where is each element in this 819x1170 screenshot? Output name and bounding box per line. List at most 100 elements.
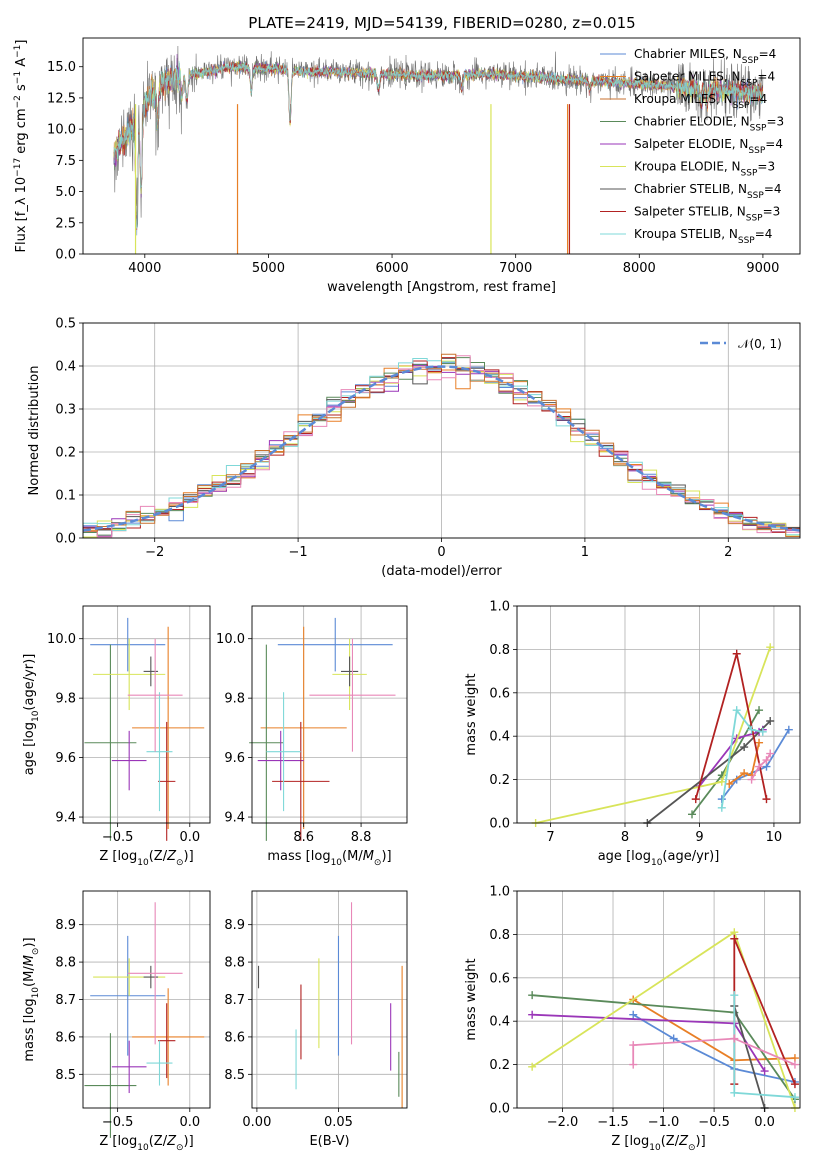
weight-series [750, 753, 771, 781]
y-tick-label: 0.8 [489, 928, 510, 943]
weight-marker [755, 738, 764, 747]
weight-marker [790, 1093, 799, 1102]
x-tick-label: −1.0 [648, 1115, 680, 1130]
y-tick-label: 10.0 [47, 123, 76, 138]
weight-marker [688, 810, 697, 819]
legend-label: Chabrier STELIB, NSSP=4 [634, 182, 782, 201]
y-tick-label: 8.8 [55, 956, 76, 971]
weight-marker [730, 991, 739, 1000]
y-tick-label: 0.0 [489, 1102, 510, 1117]
axes-weight_vs_age: 7 8 9 10 0.0 0.2 0.4 0.6 0.8 1.0 age [log10(age/yr… [464, 600, 801, 868]
x-axis-label: age [log10(age/yr)] [598, 849, 720, 868]
x-axis-label: wavelength [Angstrom, rest frame] [327, 280, 556, 295]
weight-marker [730, 1088, 739, 1097]
x-tick-label: 4000 [128, 261, 161, 276]
legend-label: Kroupa STELIB, NSSP=4 [634, 227, 772, 246]
axes-frame [516, 890, 801, 1109]
y-axis-label: Flux [f_λ 10−17 erg cm−2 s−1 A−1] [13, 40, 29, 253]
axes-frame [251, 605, 408, 824]
y-tick-label: 8.6 [224, 1030, 245, 1045]
x-tick-label: 10 [766, 830, 783, 845]
x-tick-label: 8.8 [351, 830, 372, 845]
weight-series [720, 707, 763, 808]
y-tick-label: 0.3 [55, 403, 76, 418]
weight-marker [717, 795, 726, 804]
residual-histogram [83, 353, 800, 537]
weight-marker [691, 795, 700, 804]
x-tick-label: 0.0 [179, 1115, 200, 1130]
x-tick-label: 1 [581, 545, 589, 560]
y-tick-label: 7.5 [55, 154, 76, 169]
y-tick-label: 8.9 [224, 918, 245, 933]
y-tick-label: 9.4 [55, 811, 76, 826]
weight-marker [629, 1010, 638, 1019]
weight-marker [766, 749, 775, 758]
plot-area-spectrum [113, 45, 764, 254]
axes-frame [82, 322, 801, 539]
x-tick-label: −0.5 [102, 830, 134, 845]
weight-marker [629, 1060, 638, 1069]
y-tick-label: 10.0 [47, 632, 76, 647]
x-axis-label: E(B-V) [309, 1134, 349, 1149]
y-tick-label: 8.7 [224, 993, 245, 1008]
x-tick-label: 8000 [623, 261, 656, 276]
y-tick-label: 9.8 [55, 692, 76, 707]
x-tick-label: 2 [724, 545, 732, 560]
y-tick-label: 0.6 [489, 971, 510, 986]
weight-marker [784, 725, 793, 734]
y-axis-label: mass [log10(M/M⊙)] [22, 937, 41, 1061]
x-tick-label: −2 [145, 545, 164, 560]
weight-marker [755, 762, 764, 771]
legend-label: Chabrier ELODIE, NSSP=3 [634, 115, 784, 134]
y-axis-label: mass weight [464, 673, 479, 755]
y-axis-label: age [log10(age/yr)] [22, 654, 41, 776]
gaussian-curve [82, 365, 801, 532]
y-tick-label: 8.5 [55, 1068, 76, 1083]
weight-marker [730, 934, 739, 943]
plot-area-weight_vs_Z [528, 928, 799, 1112]
y-tick-label: 0.4 [55, 360, 76, 375]
axes-mass_vs_ebv: 0.00 0.05 8.5 8.6 8.7 8.8 8.9 E(B-V) [224, 890, 408, 1149]
x-tick-label: −1 [289, 545, 308, 560]
x-tick-label: 8.6 [293, 830, 314, 845]
y-tick-label: 0.2 [489, 773, 510, 788]
weight-marker [732, 649, 741, 658]
weight-series [632, 1013, 796, 1083]
axes-frame [82, 605, 211, 824]
y-axis-label: Normed distribution [27, 366, 42, 496]
weight-series [728, 742, 760, 785]
x-axis-label: Z [log10(Z/Z⊙)] [99, 1134, 193, 1153]
weight-marker [790, 1080, 799, 1089]
y-tick-label: 0.1 [55, 489, 76, 504]
y-tick-label: 0.0 [55, 248, 76, 263]
axes-residuals: −2 −1 0 1 2 0.0 0.1 0.2 0.3 0.4 0.5 (data-model)/er… [27, 317, 801, 579]
y-tick-label: 9.6 [55, 751, 76, 766]
legend-label: Kroupa MILES, NSSP=4 [634, 92, 767, 111]
x-tick-label: 0 [437, 545, 445, 560]
weight-marker [528, 991, 537, 1000]
chart-layer: 4000 5000 6000 7000 8000 90000.02.55.07.510.0… [13, 37, 801, 1153]
y-tick-label: 0.0 [489, 817, 510, 832]
axes-age_vs_mass: 8.6 8.8 9.4 9.6 9.8 10.0 mass [log10(M/M⊙)] [216, 605, 408, 868]
weight-marker [725, 779, 734, 788]
weight-marker [762, 795, 771, 804]
weight-marker [747, 725, 756, 734]
legend-label: Salpeter MILES, NSSP=4 [634, 70, 775, 89]
y-tick-label: 0.4 [489, 1015, 510, 1030]
plot-area-weight_vs_age [531, 643, 793, 827]
weight-marker [755, 706, 764, 715]
y-tick-label: 1.0 [489, 600, 510, 615]
y-tick-label: 0.0 [55, 532, 76, 547]
y-tick-label: 0.6 [489, 686, 510, 701]
weight-marker [790, 1060, 799, 1069]
plot-area-mass_vs_Z [84, 902, 205, 1138]
weight-marker [766, 717, 775, 726]
x-tick-label: 0.05 [324, 1115, 353, 1130]
y-tick-label: 8.8 [224, 956, 245, 971]
x-tick-label: 7000 [499, 261, 532, 276]
axes-frame [251, 890, 408, 1109]
x-axis-label: Z [log10(Z/Z⊙)] [611, 1134, 705, 1153]
weight-marker [758, 727, 767, 736]
x-tick-label: 0.0 [179, 830, 200, 845]
x-tick-label: 7 [546, 830, 554, 845]
